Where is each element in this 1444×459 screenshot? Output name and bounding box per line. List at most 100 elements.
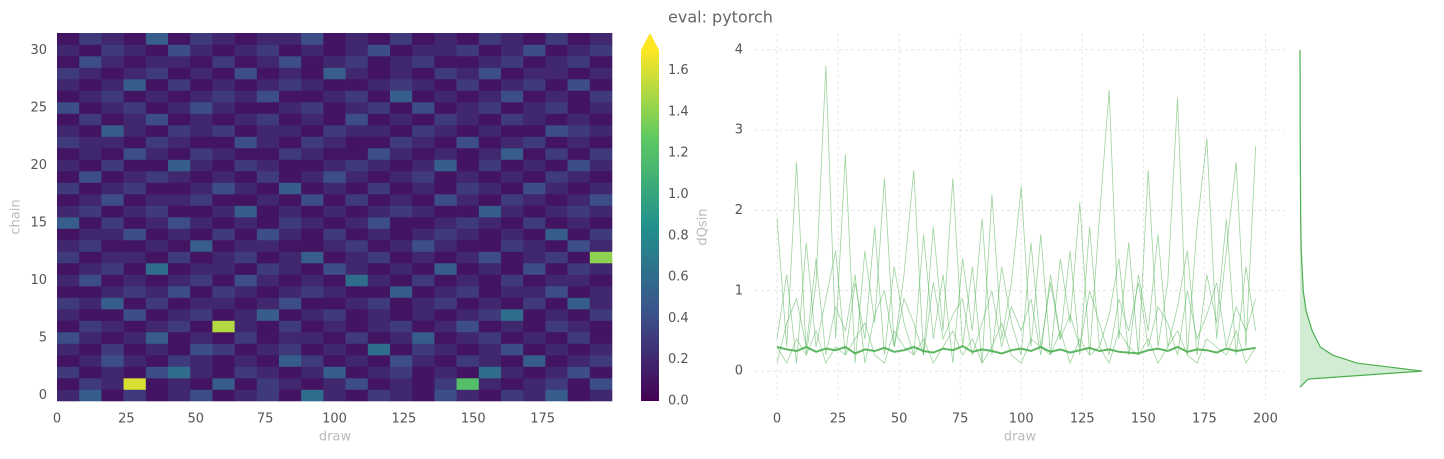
- heat-cell: [145, 205, 169, 218]
- heat-cell: [301, 205, 324, 218]
- heat-cell: [412, 182, 435, 195]
- x-tick-label: 175: [1192, 412, 1217, 427]
- heat-cell: [456, 90, 480, 103]
- heat-cell: [345, 251, 369, 264]
- heat-cell: [367, 113, 391, 126]
- heat-cell: [57, 263, 80, 275]
- heat-cell: [212, 263, 235, 275]
- heat-cell: [478, 332, 502, 344]
- heat-cell: [567, 332, 591, 344]
- heat-cell: [412, 251, 435, 264]
- heat-cell: [301, 159, 324, 172]
- heat-cell: [279, 159, 302, 172]
- heat-cell: [123, 240, 147, 252]
- heat-cell: [390, 125, 413, 137]
- heat-cell: [123, 159, 147, 172]
- heat-cell: [345, 309, 369, 321]
- heat-cell: [589, 79, 613, 91]
- heat-cell: [390, 205, 413, 218]
- heat-cell: [456, 251, 480, 264]
- heat-cell: [345, 366, 369, 379]
- heat-cell: [168, 194, 191, 206]
- heat-cell: [523, 366, 546, 379]
- heat-cell: [545, 297, 568, 310]
- heat-cell: [501, 56, 524, 68]
- heat-cell: [301, 297, 324, 310]
- heat-cell: [434, 159, 457, 172]
- heat-cell: [390, 274, 413, 287]
- heat-cell: [501, 378, 524, 390]
- heat-cell: [279, 320, 302, 333]
- heat-cell: [256, 67, 280, 80]
- heat-cell: [279, 102, 302, 114]
- heat-cell: [412, 171, 435, 183]
- y-tick-label: 30: [30, 43, 47, 58]
- heat-cell: [412, 286, 435, 298]
- heat-cell: [412, 113, 435, 126]
- heat-cell: [523, 297, 546, 310]
- heat-cell: [323, 286, 346, 298]
- heat-cell: [79, 148, 102, 160]
- heat-cell: [123, 389, 147, 402]
- heat-cell: [567, 309, 591, 321]
- heat-cell: [57, 33, 80, 45]
- heat-cell: [234, 274, 258, 287]
- heat-cell: [367, 159, 391, 172]
- heat-cell: [256, 44, 280, 57]
- heat-cell: [57, 332, 80, 344]
- heat-cell: [545, 171, 568, 183]
- heat-cell: [456, 332, 480, 344]
- heat-cell: [323, 320, 346, 333]
- heat-cell: [345, 263, 369, 275]
- heat-cell: [456, 320, 480, 333]
- heat-cell: [145, 125, 169, 137]
- heat-cell: [523, 389, 546, 402]
- x-axis-label: draw: [1004, 430, 1037, 445]
- heat-cell: [589, 389, 613, 402]
- heat-cell: [367, 286, 391, 298]
- heat-cell: [523, 33, 546, 45]
- heat-cell: [478, 378, 502, 390]
- heat-cell: [545, 240, 568, 252]
- heat-cell: [234, 33, 258, 45]
- heat-cell: [589, 320, 613, 333]
- heat-cell: [390, 33, 413, 45]
- heat-cell: [57, 297, 80, 310]
- heat-cell: [345, 171, 369, 183]
- heat-cell: [412, 102, 435, 114]
- heat-cell: [256, 389, 280, 402]
- heat-cell: [434, 366, 457, 379]
- heat-cell: [567, 251, 591, 264]
- heat-cell: [567, 389, 591, 402]
- heat-cell: [412, 205, 435, 218]
- heat-cell: [168, 136, 191, 149]
- heat-cell: [256, 217, 280, 229]
- heat-cell: [589, 33, 613, 45]
- heat-cell: [279, 90, 302, 103]
- heat-cell: [478, 113, 502, 126]
- heat-cell: [79, 56, 102, 68]
- heat-cell: [589, 378, 613, 390]
- heat-cell: [301, 366, 324, 379]
- heat-cell: [345, 332, 369, 344]
- heat-cell: [367, 274, 391, 287]
- heat-cell: [567, 33, 591, 45]
- heat-cell: [256, 159, 280, 172]
- heat-cell: [212, 274, 235, 287]
- heat-cell: [123, 205, 147, 218]
- heat-cell: [79, 125, 102, 137]
- heat-cell: [567, 366, 591, 379]
- heat-cell: [123, 309, 147, 321]
- heat-cell: [545, 378, 568, 390]
- heat-cell: [279, 194, 302, 206]
- heat-cell: [567, 182, 591, 195]
- heat-cell: [345, 102, 369, 114]
- heat-cell: [390, 217, 413, 229]
- heat-cell: [478, 148, 502, 160]
- heat-cell: [589, 148, 613, 160]
- heat-cell: [57, 205, 80, 218]
- heat-cell: [57, 320, 80, 333]
- heat-cell: [79, 274, 102, 287]
- heat-cell: [412, 217, 435, 229]
- heat-cell: [234, 366, 258, 379]
